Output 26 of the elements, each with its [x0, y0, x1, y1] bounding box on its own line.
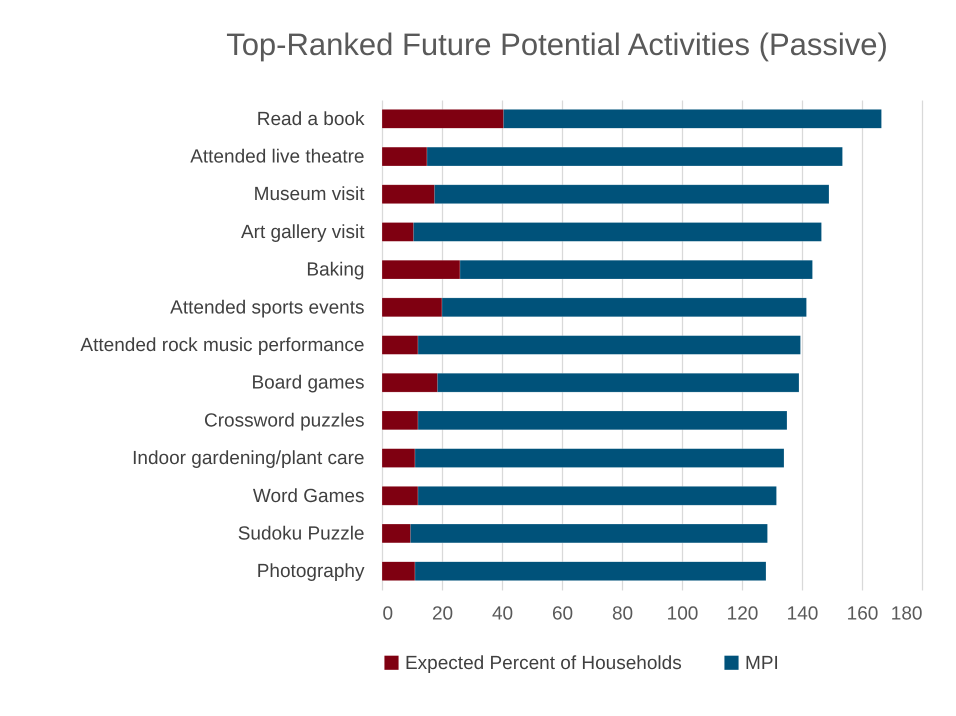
y-tick-label: Sudoku Puzzle: [238, 523, 364, 544]
x-tick-label: 140: [786, 604, 818, 624]
y-tick-label: Indoor gardening/plant care: [132, 448, 364, 470]
legend-label: Expected Percent of Households: [405, 652, 682, 674]
x-tick-label: 60: [552, 604, 574, 624]
x-tick-label: 0: [382, 604, 394, 624]
x-tick-label: 160: [846, 604, 878, 624]
y-tick-label: Word Games: [252, 486, 364, 507]
y-tick-label: Read a book: [256, 108, 365, 130]
x-tick-label: 80: [612, 604, 634, 624]
x-tick-label: 120: [726, 604, 758, 624]
y-tick-label: Attended sports events: [170, 297, 364, 318]
chart-title: Top-Ranked Future Potential Activities (Passive): [226, 27, 888, 62]
legend-label: MPI: [745, 652, 779, 674]
x-tick-label: 180: [890, 604, 922, 624]
x-tick-label: 40: [492, 604, 514, 624]
y-tick-label: Baking: [306, 260, 364, 281]
x-tick-label: 20: [432, 604, 454, 624]
y-tick-label: Photography: [256, 561, 365, 582]
y-tick-label: Attended rock music performance: [80, 335, 364, 356]
y-tick-label: Board games: [251, 372, 364, 394]
y-tick-label: Attended live theatre: [190, 146, 364, 168]
x-tick-label: 100: [666, 604, 698, 624]
y-tick-label: Crossword puzzles: [204, 410, 364, 432]
y-tick-label: Museum visit: [254, 184, 366, 206]
y-tick-label: Art gallery visit: [240, 222, 366, 243]
